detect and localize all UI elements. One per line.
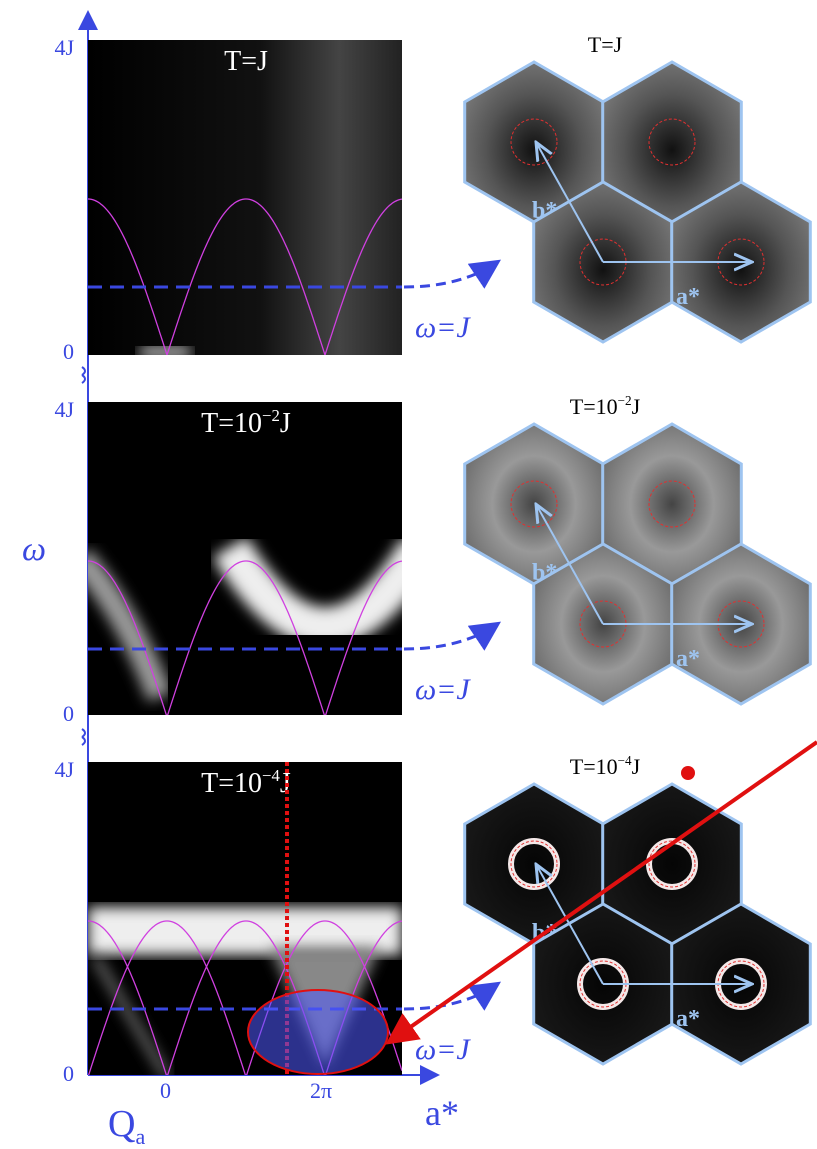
spectrum-panel (88, 40, 402, 355)
spectrum-background (88, 40, 402, 355)
y-tick-label: 0 (63, 339, 74, 364)
vector-label: a* (676, 646, 700, 672)
low-energy-highlight (247, 989, 389, 1075)
ring-guide (648, 118, 696, 166)
correspondence-arrow (385, 740, 817, 1045)
vector-label: b* (532, 198, 557, 224)
title-unit: J (632, 394, 641, 419)
cut-arrow (403, 259, 501, 289)
title-base: T=J (588, 32, 623, 57)
cut-label: ω=J (415, 1033, 471, 1066)
title-exponent: −4 (618, 753, 632, 768)
vector-label: b* (532, 560, 557, 586)
title-exponent: −2 (618, 393, 632, 408)
cut-label: ω=J (415, 673, 471, 706)
y-tick-label: 4J (54, 35, 74, 60)
title-unit: J (280, 408, 291, 439)
title-base: T=J (224, 46, 268, 77)
y-tick-label: 0 (63, 1061, 74, 1086)
y-tick-label: 4J (54, 757, 74, 782)
axis-break (81, 366, 86, 384)
dispersion-curve (88, 198, 402, 355)
x-tick-label: 2π (310, 1078, 332, 1103)
x-axis-arrow-label: a* (425, 1093, 459, 1133)
panel-title: T=10−4J (570, 753, 641, 779)
y-tick-label: 4J (54, 397, 74, 422)
spectral-weight (212, 536, 402, 647)
panel-title: T=10−2J (201, 406, 291, 439)
panel-title: T=10−2J (570, 393, 641, 419)
title-base: T=10 (570, 394, 618, 419)
ring-guide (648, 840, 696, 888)
dispersion-curve (88, 560, 402, 715)
reciprocal-vector (537, 506, 604, 625)
spectrum-panel (88, 402, 402, 715)
reciprocal-vector (537, 144, 604, 263)
cut-arrow (403, 621, 501, 651)
ring-guide (510, 118, 558, 166)
y-tick-label: 0 (63, 701, 74, 726)
cut-arrow (403, 981, 501, 1011)
cut-label: ω=J (415, 311, 471, 344)
ring-guide (510, 840, 558, 888)
title-base: T=10 (201, 408, 262, 439)
spectral-weight (91, 954, 171, 1075)
title-base: T=10 (570, 754, 618, 779)
title-unit: J (632, 754, 641, 779)
ring-guide (510, 480, 558, 528)
y-axis-label: ω (22, 531, 46, 568)
vector-label: a* (676, 1006, 700, 1032)
ring-guide (648, 480, 696, 528)
title-base: T=10 (201, 768, 262, 799)
axis-break (81, 728, 86, 746)
vector-label: a* (676, 284, 700, 310)
dispersion-curve (88, 920, 402, 1075)
x-tick-label: 0 (160, 1078, 171, 1103)
title-exponent: −2 (262, 406, 280, 425)
x-axis-label: Qa (108, 1103, 145, 1149)
spectral-weight (88, 548, 173, 702)
momentum-marker (681, 766, 695, 780)
panel-title: T=J (224, 46, 268, 77)
low-energy-glow (140, 347, 190, 355)
reciprocal-vector (537, 866, 604, 985)
panel-title: T=J (588, 32, 623, 57)
title-exponent: −4 (262, 766, 280, 785)
